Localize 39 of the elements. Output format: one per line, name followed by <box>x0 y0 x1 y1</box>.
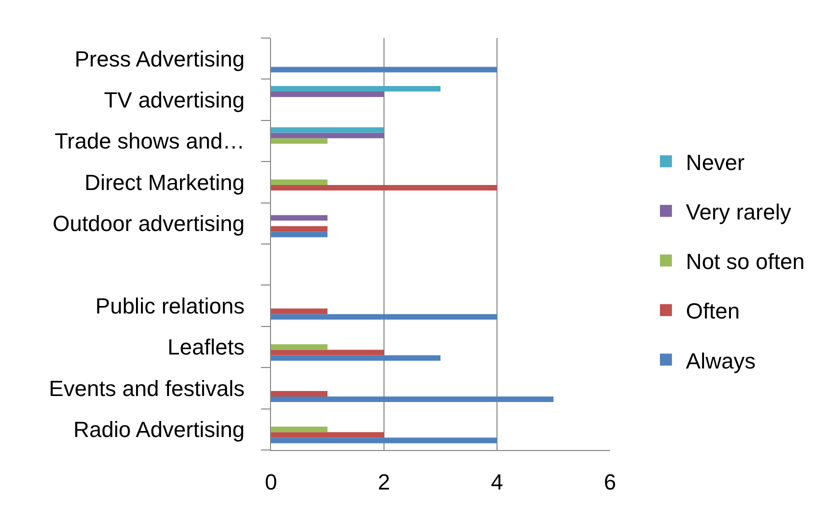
bar <box>271 344 328 350</box>
bar <box>271 184 497 190</box>
y-tick-label: Leaflets <box>168 334 245 360</box>
y-tick-label: Outdoor advertising <box>52 211 245 236</box>
legend-label: Always <box>686 348 756 374</box>
bar <box>271 179 328 185</box>
bar <box>271 350 384 356</box>
bar <box>271 132 384 138</box>
x-tick-label: 6 <box>604 469 616 494</box>
bar <box>271 314 497 320</box>
bar <box>271 86 440 92</box>
bar <box>271 432 384 438</box>
y-tick-label: Radio Advertising <box>73 417 245 442</box>
legend-label: Very rarely <box>686 199 792 224</box>
y-tick-label: Events and festivals <box>48 376 245 401</box>
x-tick-label: 2 <box>378 469 390 494</box>
bar <box>271 232 328 238</box>
x-tick-label: 4 <box>490 469 504 494</box>
y-tick-label: Trade shows and… <box>54 128 245 154</box>
bar <box>271 390 328 396</box>
bar <box>271 226 328 232</box>
y-tick-label: Direct Marketing <box>84 170 245 195</box>
legend-label: Often <box>686 298 740 324</box>
bar <box>271 138 328 144</box>
legend-label: Not so often <box>686 249 805 274</box>
y-tick-label: Public relations <box>95 294 245 318</box>
bar <box>271 355 440 361</box>
bar <box>271 127 384 133</box>
bar <box>271 426 328 432</box>
legend-label: Never <box>686 150 745 175</box>
bar <box>271 215 328 221</box>
x-tick-label: 0 <box>264 469 278 494</box>
bar <box>271 308 328 314</box>
y-tick-label: TV advertising <box>104 88 245 112</box>
bar <box>271 66 497 72</box>
bar <box>271 396 554 402</box>
y-tick-label: Press Advertising <box>74 46 245 72</box>
bar <box>271 438 497 444</box>
bar <box>271 92 384 98</box>
